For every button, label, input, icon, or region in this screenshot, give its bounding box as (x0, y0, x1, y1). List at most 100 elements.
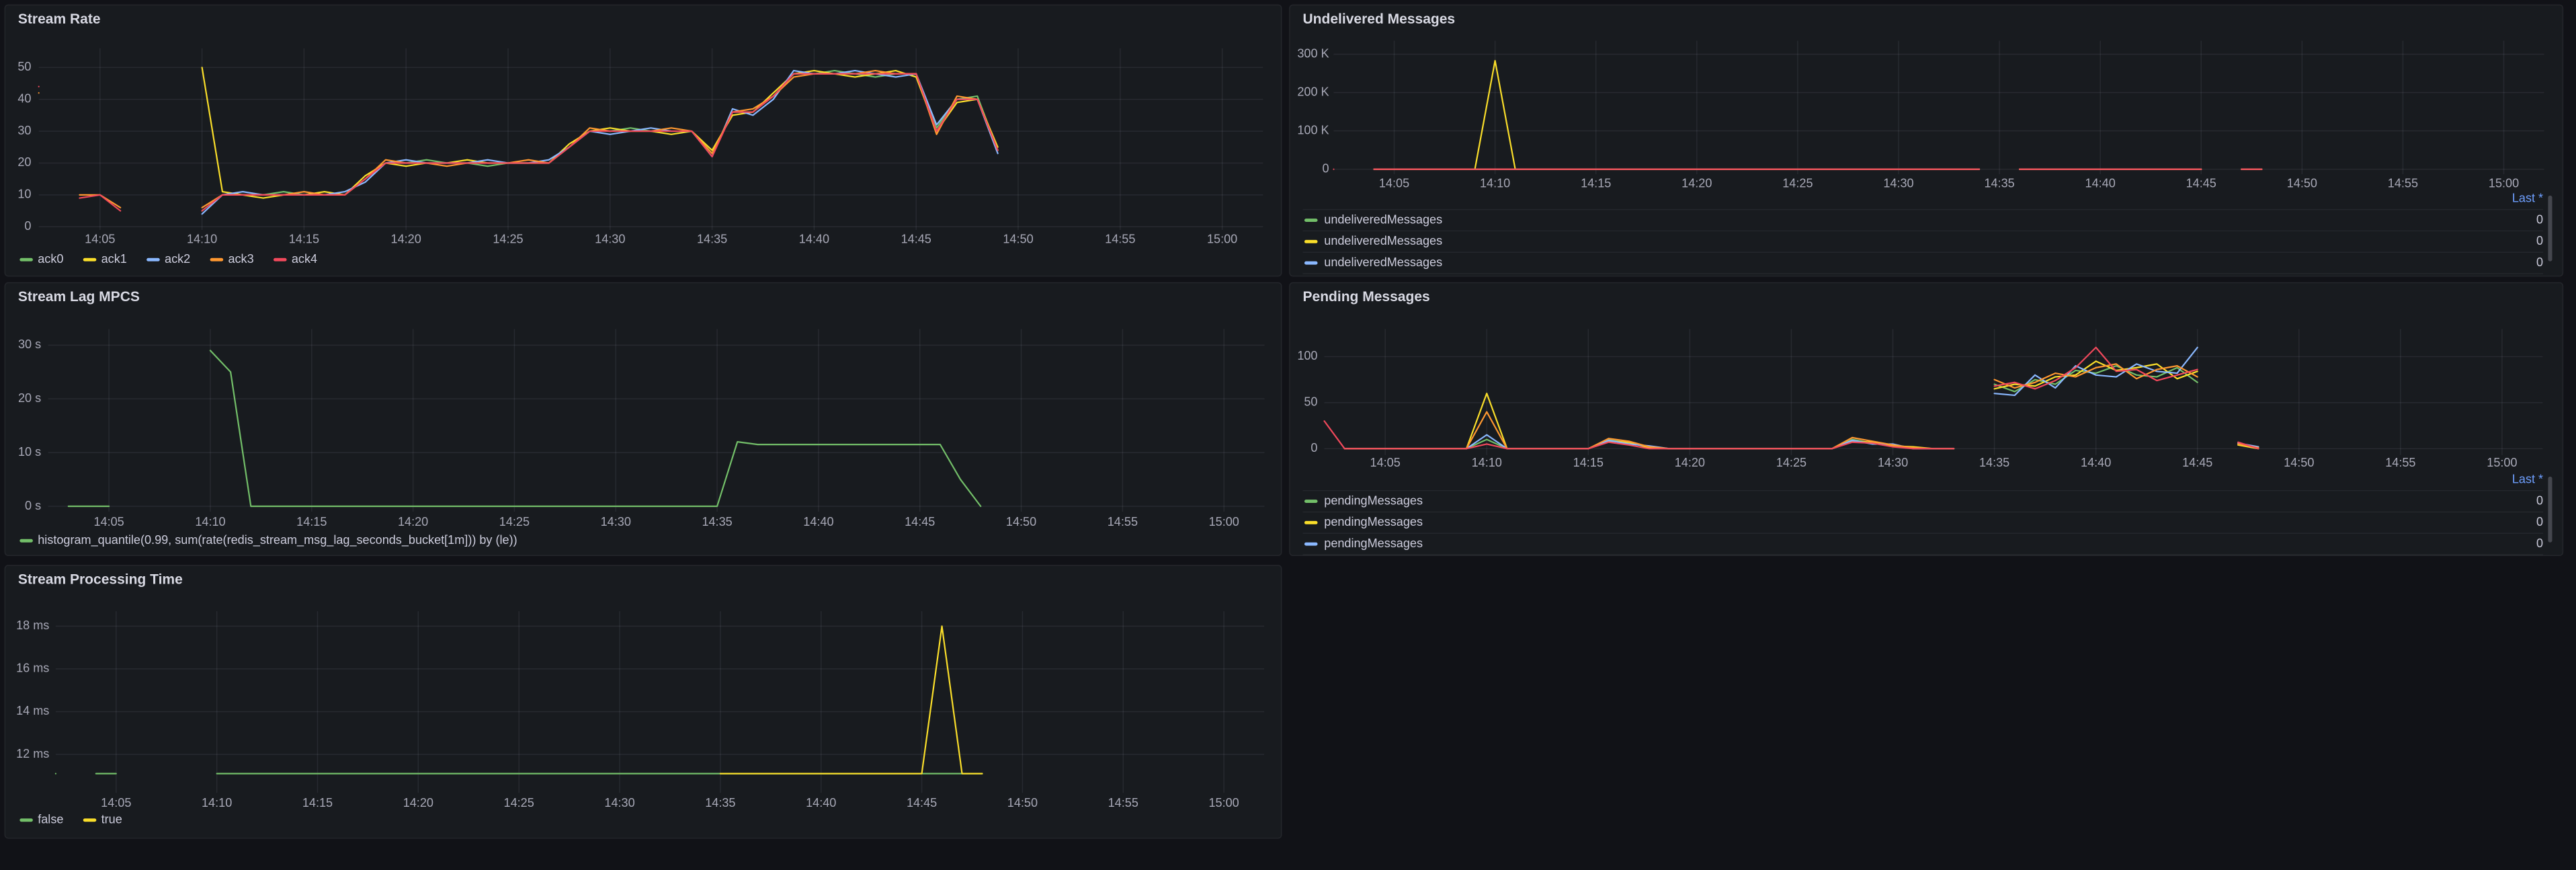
legend-label: undeliveredMessages (1324, 234, 1442, 247)
x-tick-label: 14:55 (1108, 515, 1138, 528)
legend-value: 0 (2536, 493, 2543, 507)
x-tick-label: 14:25 (493, 233, 523, 246)
y-tick-label: 200 K (1297, 85, 1329, 98)
x-tick-label: 14:40 (799, 233, 829, 246)
y-tick-label: 30 (17, 124, 31, 137)
y-tick-label: 50 (17, 60, 31, 73)
legend-header: Last * (2512, 473, 2543, 486)
x-tick-label: 14:30 (595, 233, 625, 246)
panel-background (4, 282, 1282, 556)
legend-label: ack2 (165, 252, 190, 266)
x-tick-label: 14:10 (1480, 177, 1510, 190)
legend-label: false (38, 813, 63, 826)
y-tick-label: 0 s (25, 499, 41, 512)
x-tick-label: 14:05 (1370, 456, 1401, 469)
x-tick-label: 14:25 (1776, 456, 1806, 469)
y-tick-label: 18 ms (16, 619, 49, 632)
x-tick-label: 14:35 (1979, 456, 2009, 469)
y-tick-label: 10 (17, 188, 31, 201)
x-tick-label: 15:00 (1209, 515, 1239, 528)
x-tick-label: 14:30 (1878, 456, 1908, 469)
y-tick-label: 0 (24, 219, 31, 233)
x-tick-label: 15:00 (1208, 796, 1239, 809)
legend-label: ack1 (101, 252, 127, 266)
x-tick-label: 14:45 (905, 515, 935, 528)
panel-background (1289, 4, 2564, 277)
legend-scrollbar (2548, 476, 2552, 543)
panel-title: Pending Messages (1303, 289, 1430, 305)
panel: Stream Processing Time 12 ms 14 ms 16 ms 18 … (4, 565, 1282, 839)
y-tick-label: 12 ms (16, 747, 49, 760)
x-tick-label: 14:20 (1675, 456, 1705, 469)
x-tick-label: 14:35 (705, 796, 735, 809)
y-tick-label: 100 (1297, 349, 1317, 362)
x-tick-label: 14:10 (1472, 456, 1502, 469)
legend-label: pendingMessages (1324, 515, 1423, 528)
x-tick-label: 14:30 (1883, 177, 1913, 190)
legend-label: ack3 (228, 252, 253, 266)
legend-label: histogram_quantile(0.99, sum(rate(redis_… (38, 533, 517, 547)
x-tick-label: 14:40 (806, 796, 836, 809)
x-tick-label: 14:05 (94, 515, 124, 528)
legend-value: 0 (2536, 579, 2543, 592)
x-tick-label: 14:10 (202, 796, 232, 809)
panel: Stream Lag MPCS 0 s 10 s 20 s 30 s 14:05 14:10… (4, 282, 1282, 556)
panel-title: Stream Rate (18, 11, 101, 27)
legend-label: pendingMessages (1324, 493, 1423, 507)
legend-label: undeliveredMessages (1324, 255, 1442, 269)
panel-title: Stream Lag MPCS (18, 289, 140, 305)
panel: Undelivered Messages 0 100 K 200 K 300 K 14:0… (1289, 4, 2564, 277)
x-tick-label: 14:40 (803, 515, 833, 528)
legend-scrollbar (2548, 195, 2552, 262)
x-tick-label: 14:20 (1681, 177, 1712, 190)
x-tick-label: 14:50 (1007, 796, 1038, 809)
x-tick-label: 14:45 (901, 233, 931, 246)
legend-label: true (101, 813, 122, 826)
y-tick-label: 300 K (1297, 46, 1329, 60)
x-tick-label: 14:20 (403, 796, 433, 809)
series-line (1323, 346, 2259, 450)
x-tick-label: 14:35 (1984, 177, 2014, 190)
legend-label: undeliveredMessages (1324, 212, 1442, 226)
series-line (719, 625, 983, 775)
x-tick-label: 14:15 (302, 796, 333, 809)
x-tick-label: 15:00 (2489, 177, 2519, 190)
panel-background (4, 565, 1282, 839)
y-tick-label: 10 s (18, 445, 41, 459)
y-tick-label: 20 s (18, 391, 41, 405)
y-tick-label: 14 ms (16, 704, 49, 717)
panel-title: Undelivered Messages (1303, 11, 1456, 27)
x-tick-label: 14:55 (1105, 233, 1135, 246)
x-tick-label: 14:40 (2081, 456, 2111, 469)
x-tick-label: 14:25 (504, 796, 534, 809)
x-tick-label: 14:55 (2385, 456, 2415, 469)
x-tick-label: 15:00 (2487, 456, 2517, 469)
series-line (38, 73, 999, 212)
legend-label: ack4 (292, 252, 317, 266)
x-tick-label: 14:20 (391, 233, 421, 246)
panel: Pending Messages 0 50 100 14:05 14:10 14:15 14:… (1289, 282, 2564, 592)
x-tick-label: 14:20 (398, 515, 428, 528)
panel-title: Stream Processing Time (18, 571, 183, 587)
panel-background (4, 4, 1282, 277)
series-line (67, 350, 982, 508)
legend-label: pendingMessages (1324, 558, 1423, 571)
legend-value: 0 (2536, 212, 2543, 226)
legend-label: pendingMessages (1324, 579, 1423, 592)
x-tick-label: 14:40 (2085, 177, 2116, 190)
x-tick-label: 14:30 (601, 515, 631, 528)
legend-label: ack0 (38, 252, 63, 266)
x-tick-label: 14:45 (907, 796, 937, 809)
x-tick-label: 14:10 (187, 233, 217, 246)
x-tick-label: 15:00 (1207, 233, 1237, 246)
x-tick-label: 14:35 (697, 233, 727, 246)
x-tick-label: 14:05 (1379, 177, 1409, 190)
x-tick-label: 14:15 (1581, 177, 1611, 190)
y-tick-label: 30 s (18, 338, 41, 351)
legend-table: Last * undeliveredMessages 0 undeliveredMes… (1302, 192, 2552, 274)
y-tick-label: 0 (1311, 441, 1317, 454)
legend-value: 0 (2536, 558, 2543, 571)
x-tick-label: 14:50 (1006, 515, 1036, 528)
x-tick-label: 14:55 (2388, 177, 2418, 190)
